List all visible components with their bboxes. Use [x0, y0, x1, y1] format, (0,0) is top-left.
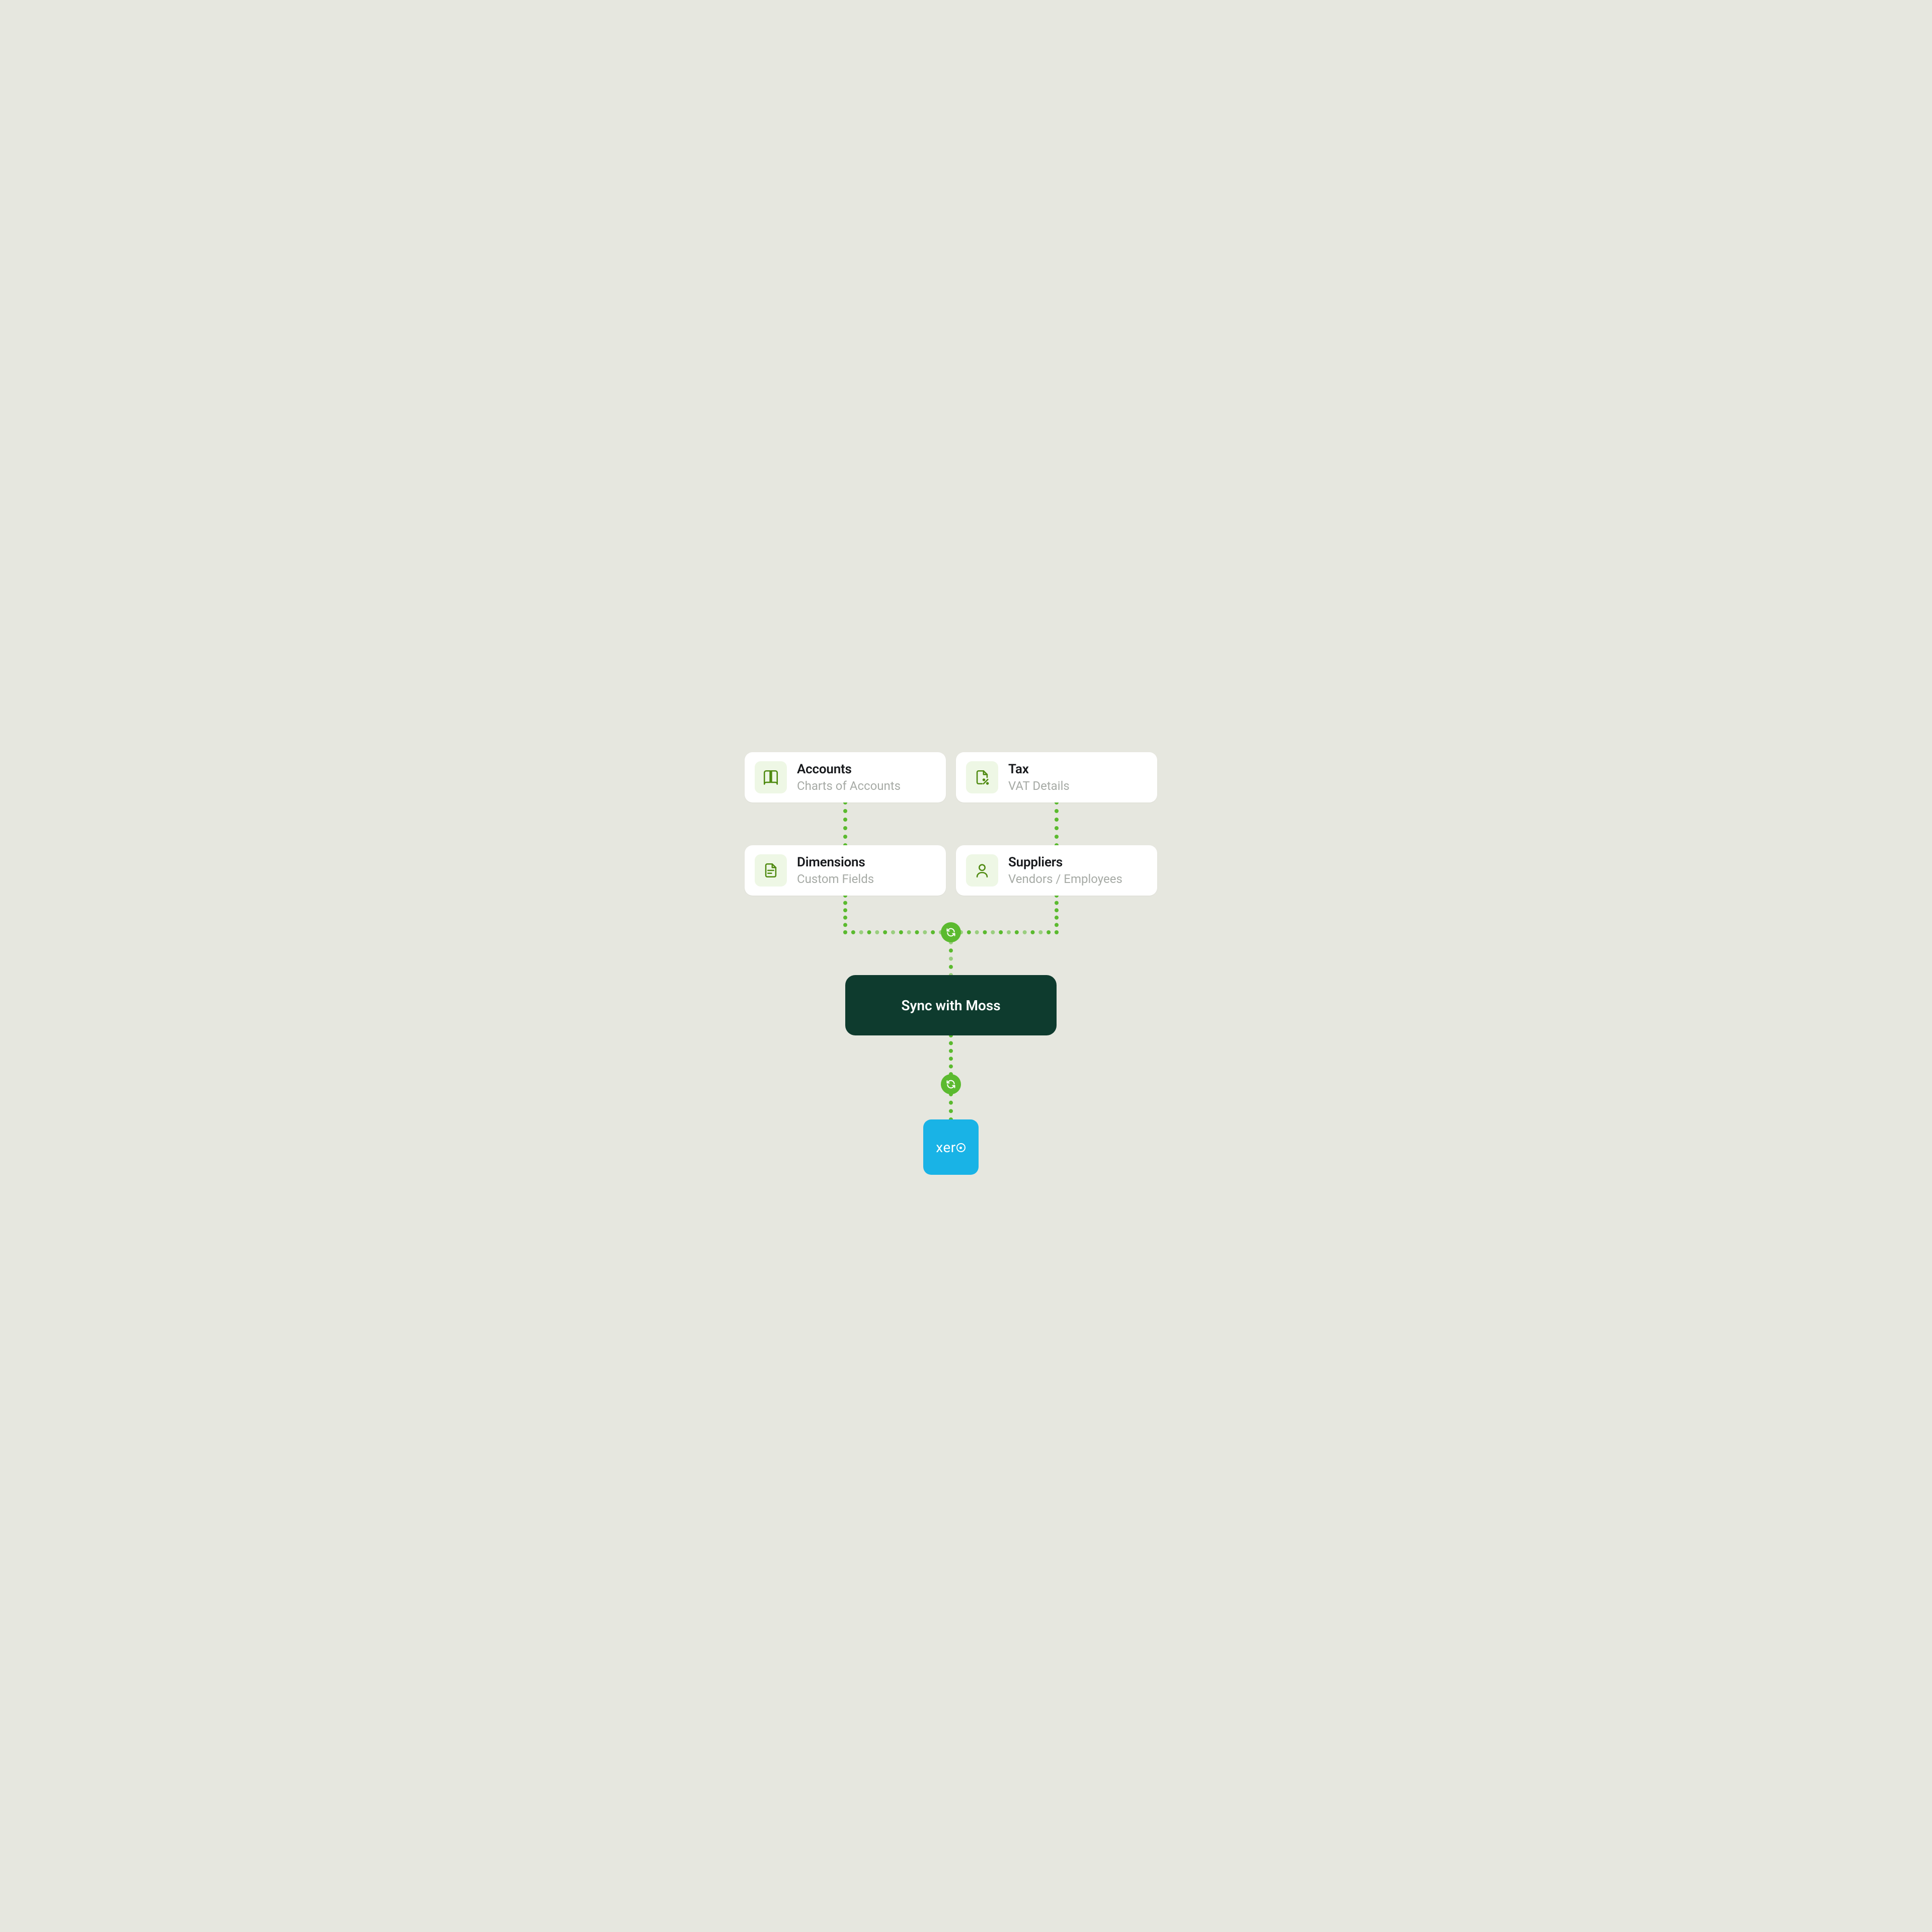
sync-label: Sync with Moss [901, 997, 1000, 1014]
card-accounts: Accounts Charts of Accounts [745, 752, 946, 802]
xero-label: xer [936, 1139, 965, 1156]
card-subtitle: Custom Fields [797, 872, 874, 886]
person-icon [966, 854, 998, 887]
card-tax: Tax VAT Details [956, 752, 1157, 802]
sync-icon [941, 1074, 961, 1094]
card-title: Dimensions [797, 855, 874, 870]
file-text-icon [755, 854, 787, 887]
file-percent-icon [966, 761, 998, 793]
card-title: Tax [1008, 762, 1070, 777]
diagram-canvas: Accounts Charts of Accounts Tax VAT Deta… [694, 694, 1238, 1238]
book-icon [755, 761, 787, 793]
card-subtitle: Charts of Accounts [797, 779, 901, 793]
card-dimensions: Dimensions Custom Fields [745, 845, 946, 896]
card-subtitle: VAT Details [1008, 779, 1070, 793]
card-subtitle: Vendors / Employees [1008, 872, 1122, 886]
card-title: Accounts [797, 762, 901, 777]
xero-logo: xer [923, 1119, 979, 1175]
sync-with-moss-button[interactable]: Sync with Moss [845, 975, 1057, 1035]
card-suppliers: Suppliers Vendors / Employees [956, 845, 1157, 896]
sync-icon [941, 922, 961, 942]
card-title: Suppliers [1008, 855, 1122, 870]
